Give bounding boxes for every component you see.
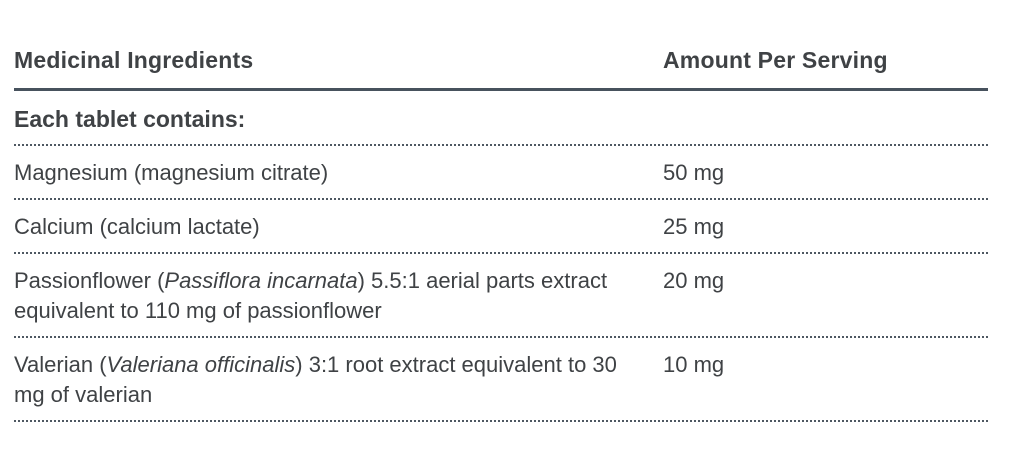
table-row-passionflower: Passionflower (Passiflora incarnata) 5.5… — [14, 254, 988, 338]
table-row-valerian: Valerian (Valeriana officinalis) 3:1 roo… — [14, 338, 988, 422]
table-row-magnesium: Magnesium (magnesium citrate) 50 mg — [14, 146, 988, 200]
ingredient-text: Calcium (calcium lactate) — [14, 214, 260, 239]
ingredient-name: Valerian (Valeriana officinalis) 3:1 roo… — [14, 350, 663, 410]
ingredient-text: Passionflower ( — [14, 268, 165, 293]
ingredient-latin-name: Passiflora incarnata — [164, 268, 358, 293]
section-header-each-tablet-contains: Each tablet contains: — [14, 106, 246, 132]
section-header-row: Each tablet contains: — [14, 91, 988, 146]
ingredient-text-suffix: ) 3:1 root extract equivalent to 30 mg o… — [14, 352, 617, 407]
ingredient-name: Passionflower (Passiflora incarnata) 5.5… — [14, 266, 663, 326]
medicinal-ingredients-table: Medicinal Ingredients Amount Per Serving… — [14, 45, 988, 422]
table-header-row: Medicinal Ingredients Amount Per Serving — [14, 45, 988, 91]
column-header-medicinal-ingredients: Medicinal Ingredients — [14, 47, 254, 73]
ingredient-amount: 20 mg — [663, 268, 725, 293]
ingredient-amount: 10 mg — [663, 352, 725, 377]
ingredient-amount: 50 mg — [663, 160, 725, 185]
ingredient-text: Valerian ( — [14, 352, 107, 377]
ingredient-name: Calcium (calcium lactate) — [14, 212, 663, 242]
ingredient-name: Magnesium (magnesium citrate) — [14, 158, 663, 188]
ingredient-amount: 25 mg — [663, 214, 725, 239]
ingredient-latin-name: Valeriana officinalis — [106, 352, 296, 377]
table-row-calcium: Calcium (calcium lactate) 25 mg — [14, 200, 988, 254]
ingredient-text-suffix: ) 5.5:1 aerial parts extract equivalent … — [14, 268, 608, 323]
ingredient-text: Magnesium (magnesium citrate) — [14, 160, 329, 185]
column-header-amount-per-serving: Amount Per Serving — [663, 47, 888, 73]
